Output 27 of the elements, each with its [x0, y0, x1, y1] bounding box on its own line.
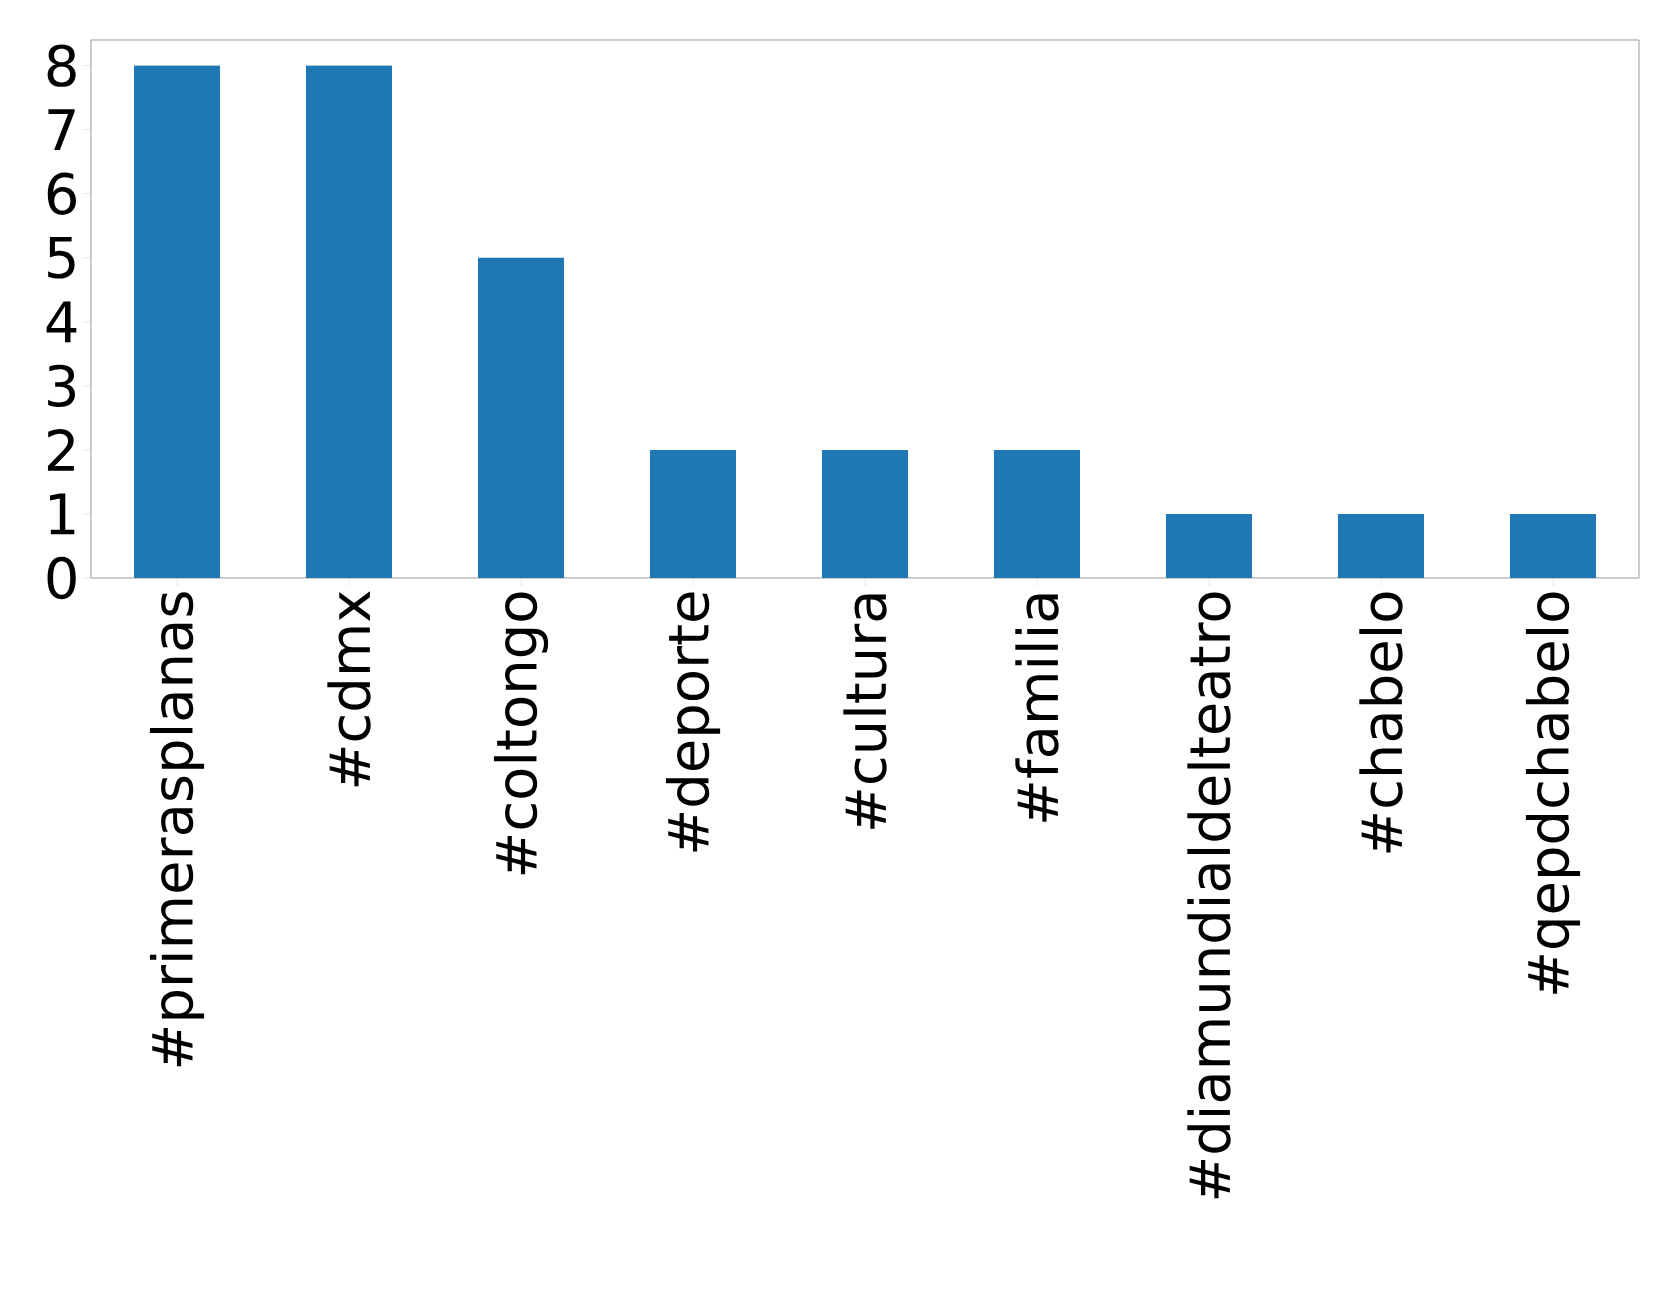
- y-tick-label: 0: [47, 556, 76, 600]
- bar: [1165, 513, 1252, 578]
- bar: [822, 449, 908, 578]
- x-tick-label: #familia: [1015, 594, 1059, 822]
- bar: [1509, 513, 1596, 578]
- bar: [993, 449, 1080, 578]
- y-tick-label: 3: [48, 364, 75, 408]
- x-tick-label: #cdmx: [327, 591, 371, 787]
- x-tick-label: #qepdchabelo: [1525, 592, 1581, 994]
- y-tick-label: 1: [49, 493, 75, 535]
- y-tick-label: 8: [47, 44, 76, 87]
- x-tick-label: #diamundialdelteatro: [1187, 592, 1231, 1199]
- x-tick-label: #chabelo: [1359, 592, 1403, 853]
- bar: [134, 65, 220, 578]
- y-tick-label: 6: [47, 172, 76, 215]
- x-tick-label: #primerasplanas: [149, 592, 205, 1067]
- bar: [1337, 513, 1424, 578]
- bar: [478, 257, 564, 578]
- y-tick-label: 2: [47, 429, 74, 471]
- y-tick-label: 4: [46, 301, 77, 343]
- x-tick-label: #cultura: [843, 594, 887, 829]
- x-tick-label: #deporte: [665, 592, 721, 852]
- y-tick-label: 5: [48, 236, 75, 279]
- x-tick-label: #coltongo: [493, 592, 549, 875]
- y-tick-label: 7: [48, 109, 75, 151]
- bar: [306, 65, 392, 578]
- bar: [650, 449, 736, 578]
